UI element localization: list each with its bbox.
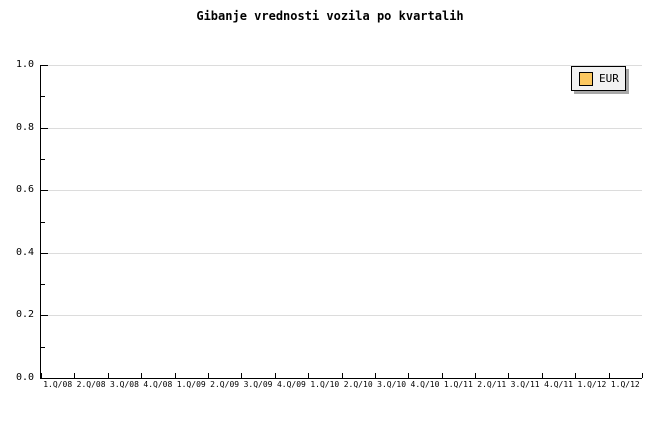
y-tick-label: 0.0 (15, 372, 34, 383)
x-tick-label: 1.Q/10 (310, 380, 340, 389)
gridline (41, 190, 642, 192)
chart-title: Gibanje vrednosti vozila po kvartalih (196, 9, 464, 23)
y-major-tick (41, 65, 48, 66)
x-tick-label: 4.Q/08 (143, 380, 173, 389)
x-tick (207, 373, 209, 378)
x-tick-label: 2.Q/11 (477, 380, 507, 389)
gridline (41, 65, 642, 66)
x-tick-label: 2.Q/10 (343, 380, 373, 389)
x-tick-label: 1.Q/09 (176, 380, 206, 389)
y-minor-tick (41, 346, 45, 348)
y-major-tick (41, 127, 48, 129)
x-tick-label: 3.Q/10 (377, 380, 407, 389)
gridline (41, 315, 642, 317)
x-tick-label: 1.Q/12 (577, 380, 607, 389)
y-minor-tick (41, 96, 45, 98)
x-tick (341, 373, 343, 378)
x-tick (508, 373, 510, 378)
x-tick-label: 3.Q/08 (110, 380, 139, 389)
x-tick (174, 373, 176, 378)
y-tick-label: 0.6 (15, 184, 34, 196)
y-major-tick (41, 378, 48, 379)
x-tick (74, 373, 76, 378)
y-tick-label: 0.8 (15, 121, 34, 133)
x-tick-label: 1.Q/08 (43, 380, 73, 389)
y-tick-label: 1.0 (15, 59, 34, 70)
y-tick-label: 0.4 (15, 246, 34, 258)
x-tick (575, 373, 577, 378)
x-tick (541, 373, 543, 378)
x-tick (107, 373, 109, 378)
y-minor-tick (41, 284, 45, 286)
x-tick-label: 3.Q/11 (510, 380, 540, 389)
gridline (41, 252, 642, 254)
x-tick-label: 3.Q/09 (243, 380, 273, 389)
y-major-tick (41, 190, 48, 192)
x-tick (41, 373, 42, 378)
x-tick (441, 373, 443, 378)
y-tick-label: 0.2 (15, 309, 34, 321)
x-tick-label: 2.Q/09 (210, 380, 240, 389)
gridline (41, 127, 642, 129)
x-axis-labels: 1.Q/08 2.Q/08 3.Q/08 4.Q/08 1.Q/09 2.Q/09 3.Q/… (41, 381, 642, 393)
x-tick-label: 4.Q/10 (410, 380, 440, 389)
plot-area (40, 65, 643, 379)
x-tick (408, 373, 410, 378)
legend-swatch-eur (579, 71, 593, 86)
y-minor-tick (41, 221, 45, 223)
x-tick (374, 373, 376, 378)
y-major-tick (41, 315, 48, 317)
legend-box: EUR (571, 66, 626, 91)
x-tick (241, 373, 243, 378)
y-axis-labels: 1.0 0.8 0.6 0.4 0.2 0.0 (0, 60, 34, 383)
y-major-tick (41, 252, 48, 254)
x-tick (308, 373, 310, 378)
x-tick-label: 4.Q/09 (276, 380, 306, 389)
x-tick (475, 373, 477, 378)
x-tick-label: 4.Q/11 (544, 380, 573, 389)
x-tick (274, 373, 276, 378)
x-tick-label: 1.Q/12 (610, 380, 640, 389)
legend-label-eur: EUR (599, 72, 619, 85)
y-minor-tick (41, 158, 45, 160)
x-tick-label: 2.Q/08 (76, 380, 106, 389)
x-tick (141, 373, 143, 378)
x-tick-label: 1.Q/11 (443, 380, 473, 389)
x-tick (608, 373, 610, 378)
x-tick (642, 373, 643, 378)
